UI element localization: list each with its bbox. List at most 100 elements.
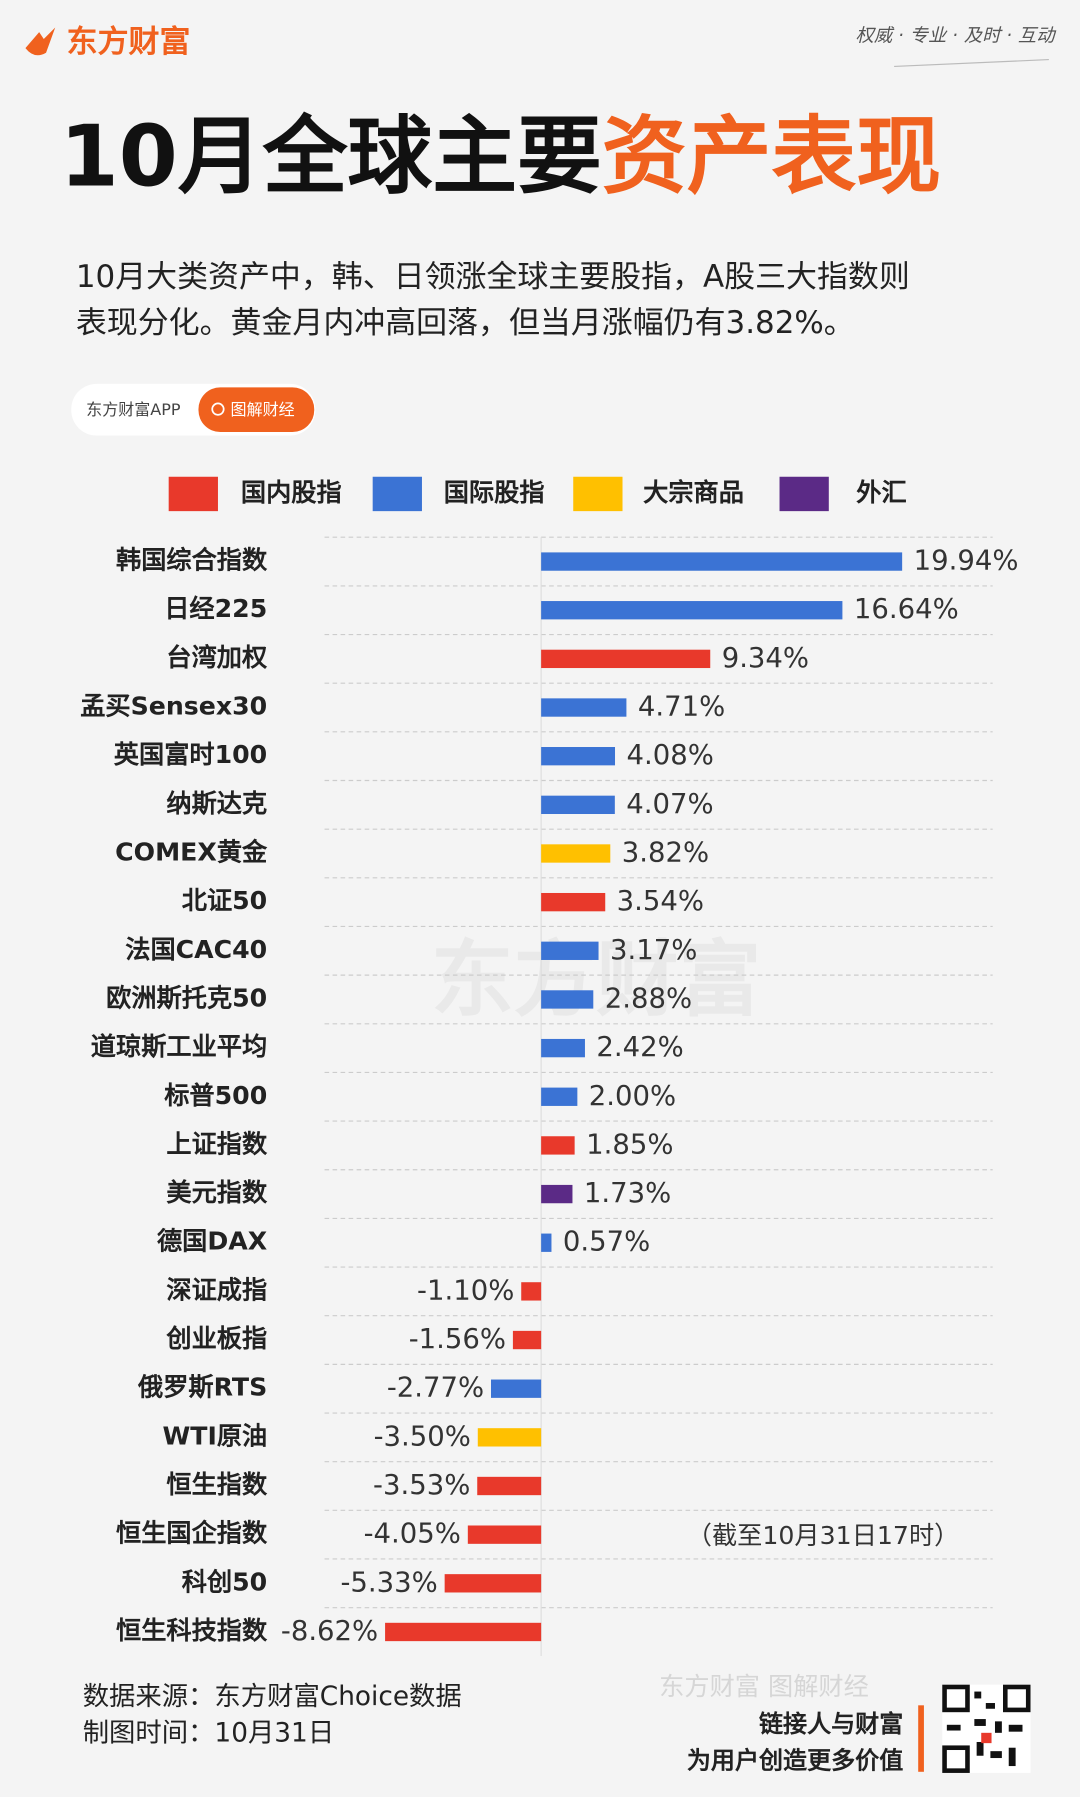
bar xyxy=(541,601,843,620)
category-label: 美元指数 xyxy=(166,1178,268,1207)
footer-bar xyxy=(918,1705,924,1772)
value-label: -2.77% xyxy=(387,1372,484,1404)
value-label: -3.50% xyxy=(374,1420,471,1452)
slogan: 权威 · 专业 · 及时 · 互动 xyxy=(856,26,1058,47)
category-label: 上证指数 xyxy=(166,1129,268,1158)
qr-code xyxy=(942,1684,1031,1773)
value-label: -4.05% xyxy=(364,1518,461,1550)
bar xyxy=(541,844,611,863)
category-label: 英国富时100 xyxy=(114,740,267,769)
note: （截至10月31日17时） xyxy=(687,1521,960,1550)
legend-swatch xyxy=(779,476,829,512)
value-label: -1.10% xyxy=(417,1274,514,1306)
bar xyxy=(541,698,627,717)
bar xyxy=(477,1428,542,1447)
category-label: WTI原油 xyxy=(162,1421,267,1450)
category-label: 北证50 xyxy=(182,886,267,915)
bar xyxy=(444,1574,542,1593)
category-label: 恒生指数 xyxy=(166,1470,268,1499)
slogan-underline xyxy=(894,59,1049,68)
value-label: 2.88% xyxy=(605,982,692,1014)
bar xyxy=(385,1622,542,1642)
value-label: -5.33% xyxy=(340,1566,437,1598)
bar xyxy=(541,892,606,912)
category-label: 德国DAX xyxy=(157,1227,267,1256)
bar xyxy=(541,941,599,960)
category-label: 韩国综合指数 xyxy=(116,546,268,575)
value-label: 9.34% xyxy=(722,642,809,674)
category-label: 俄罗斯RTS xyxy=(137,1373,267,1402)
date: 制图时间：10月31日 xyxy=(83,1718,334,1748)
value-label: 3.82% xyxy=(622,836,709,868)
bar xyxy=(521,1282,542,1301)
title: 10月全球主要资产表现 xyxy=(60,107,941,206)
search-icon xyxy=(211,402,225,416)
category-label: 创业板指 xyxy=(165,1324,267,1353)
value-label: 4.71% xyxy=(638,691,725,723)
legend-label: 国际股指 xyxy=(444,478,545,507)
bar xyxy=(477,1476,542,1496)
value-label: 0.57% xyxy=(563,1226,650,1258)
value-label: 2.00% xyxy=(589,1080,676,1112)
category-label: 欧洲斯托克50 xyxy=(106,983,267,1012)
category-label: 深证成指 xyxy=(166,1275,267,1304)
tag: 东方财富APP xyxy=(86,400,181,419)
value-label: -3.53% xyxy=(373,1469,470,1501)
footer-slogan: 为用户创造更多价值 xyxy=(687,1746,903,1774)
intro-line: 10月大类资产中，韩、日领涨全球主要股指，A股三大指数则 xyxy=(76,259,910,295)
value-label: -8.62% xyxy=(281,1615,378,1647)
legend-swatch xyxy=(372,476,422,512)
bar xyxy=(512,1330,542,1350)
bar xyxy=(541,1087,578,1106)
bar xyxy=(541,747,616,766)
source: 数据来源：东方财富Choice数据 xyxy=(83,1682,462,1712)
bar xyxy=(541,1184,573,1204)
legend-swatch xyxy=(168,476,218,512)
intro-line: 表现分化。黄金月内冲高回落，但当月涨幅仍有3.82%。 xyxy=(76,305,855,341)
value-label: 3.17% xyxy=(610,934,697,966)
bar xyxy=(541,795,615,815)
footer-watermark: 东方财富 图解财经 xyxy=(659,1672,869,1701)
title-highlight: 资产表现 xyxy=(602,107,941,206)
category-label: COMEX黄金 xyxy=(115,837,268,866)
button-pill[interactable] xyxy=(198,387,315,433)
category-label: 恒生科技指数 xyxy=(116,1616,268,1645)
category-label: 日经225 xyxy=(164,594,267,623)
value-label: 4.07% xyxy=(626,788,713,820)
footer-slogan: 链接人与财富 xyxy=(759,1710,903,1738)
title-main: 10月全球主要 xyxy=(60,107,602,206)
bar xyxy=(541,1233,552,1252)
category-label: 道琼斯工业平均 xyxy=(91,1032,267,1061)
value-label: -1.56% xyxy=(409,1323,506,1355)
category-label: 纳斯达克 xyxy=(166,789,267,818)
legend-swatch xyxy=(573,476,623,512)
value-label: 1.85% xyxy=(586,1128,673,1160)
value-label: 2.42% xyxy=(596,1031,683,1063)
value-label: 16.64% xyxy=(854,593,959,625)
bar xyxy=(541,990,594,1009)
bar xyxy=(541,649,711,669)
legend-label: 外汇 xyxy=(856,478,906,507)
category-label: 法国CAC40 xyxy=(125,935,267,964)
legend-label: 大宗商品 xyxy=(643,478,744,507)
button[interactable]: 图解财经 xyxy=(231,400,295,419)
value-label: 19.94% xyxy=(914,545,1019,577)
category-label: 标普500 xyxy=(164,1081,267,1110)
legend-label: 国内股指 xyxy=(241,478,342,507)
category-label: 台湾加权 xyxy=(166,643,268,672)
brand: 东方财富 xyxy=(67,24,191,60)
value-label: 1.73% xyxy=(584,1177,671,1209)
logo-icon xyxy=(25,27,56,56)
bar xyxy=(541,1038,585,1058)
category-label: 孟买Sensex30 xyxy=(80,692,267,721)
bar xyxy=(541,552,903,571)
category-label: 科创50 xyxy=(182,1567,267,1596)
bar xyxy=(467,1525,542,1544)
bar xyxy=(490,1379,542,1398)
value-label: 3.54% xyxy=(617,885,704,917)
bar xyxy=(541,1136,575,1155)
category-label: 恒生国企指数 xyxy=(116,1519,268,1548)
